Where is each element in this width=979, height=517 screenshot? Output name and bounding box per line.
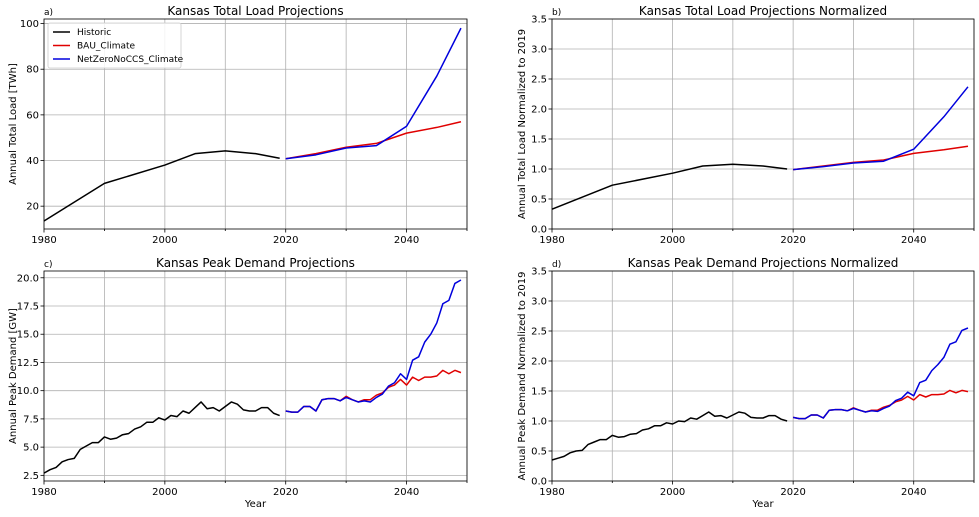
x-tick-label: 2020 <box>780 235 805 246</box>
axes-frame <box>43 18 468 230</box>
y-axis-label: Annual Peak Demand Normalized to 2019 <box>517 271 528 480</box>
y-tick-label: 12.5 <box>17 358 39 369</box>
y-tick-label: 2.0 <box>531 357 547 368</box>
y-axis-label: Annual Total Load [TWh] <box>8 63 19 185</box>
legend-entry: BAU_Climate <box>77 42 136 52</box>
chart-panel-4: 1980 2000 2020 2040 0.0 0.5 1.0 1.5 2.0 2.5 3.0 3.5… <box>517 256 975 510</box>
y-tick-label: 2.5 <box>531 327 547 338</box>
grid-lines <box>551 18 975 230</box>
y-tick-label: 3.5 <box>531 15 547 26</box>
grid-lines <box>43 19 468 229</box>
y-tick-label: 60 <box>26 110 39 121</box>
series-line-historic <box>551 163 788 210</box>
x-tick-label: 1980 <box>31 235 56 246</box>
series-line-netzeronoccs-climate <box>793 86 969 171</box>
y-tick-label: 3.0 <box>531 45 547 56</box>
x-tick-label: 2040 <box>901 487 926 498</box>
y-tick-label: 5.0 <box>23 443 39 454</box>
x-tick-label: 2040 <box>901 235 926 246</box>
grid-lines <box>551 270 975 482</box>
y-tick-label: 2.5 <box>531 75 547 86</box>
axes-frame <box>551 270 975 482</box>
chart-panel-3: 1980 2000 2020 2040 2.5 5.0 7.5 10.0 12.5 15.0 17.… <box>8 256 468 510</box>
panel-label: d) <box>552 260 561 270</box>
y-tick-label: 1.5 <box>531 135 547 146</box>
y-tick-label: 20 <box>26 202 39 213</box>
y-tick-label: 100 <box>20 19 39 30</box>
legend-entry: Historic <box>77 28 111 38</box>
panel-label: a) <box>44 8 53 18</box>
x-tick-label: 2020 <box>780 487 805 498</box>
x-axis-label: Year <box>751 499 774 510</box>
series-line-historic <box>43 150 280 222</box>
x-tick-label: 2000 <box>660 487 685 498</box>
series-line-netzeronoccs-climate <box>285 27 462 160</box>
panel-label: b) <box>552 8 561 18</box>
series-line-bau-climate <box>792 389 969 420</box>
y-tick-label: 1.5 <box>531 387 547 398</box>
series-line-bau-climate <box>793 145 969 171</box>
y-axis-label: Annual Peak Demand [GW] <box>8 308 19 444</box>
y-tick-label: 0.0 <box>531 477 547 488</box>
y-axis-label: Annual Total Load Normalized to 2019 <box>517 29 528 219</box>
chart-title: Kansas Peak Demand Projections Normalize… <box>628 256 899 270</box>
x-tick-label: 2020 <box>273 487 298 498</box>
y-tick-label: 10.0 <box>17 386 39 397</box>
y-tick-label: 3.5 <box>531 267 547 278</box>
panel-label: c) <box>44 260 52 270</box>
series-line-netzeronoccs-climate <box>285 279 462 413</box>
legend-box <box>47 22 182 69</box>
chart-title: Kansas Peak Demand Projections <box>156 256 355 270</box>
chart-panel-2: 1980 2000 2020 2040 0.0 0.5 1.0 1.5 2.0 2.5 3.0 3.5… <box>517 4 975 246</box>
x-axis-label: Year <box>244 499 267 510</box>
axes-frame <box>43 270 468 482</box>
y-tick-label: 0.5 <box>531 195 547 206</box>
x-tick-label: 2020 <box>273 235 298 246</box>
y-tick-label: 2.5 <box>23 471 39 482</box>
y-tick-label: 3.0 <box>531 297 547 308</box>
series-line-historic <box>43 401 280 474</box>
chart-title: Kansas Total Load Projections <box>167 4 343 18</box>
x-tick-label: 2040 <box>394 235 419 246</box>
y-tick-label: 0.0 <box>531 225 547 236</box>
legend-entry: NetZeroNoCCS_Climate <box>77 55 184 65</box>
x-tick-label: 2000 <box>152 235 177 246</box>
y-tick-label: 1.0 <box>531 165 547 176</box>
x-tick-label: 2000 <box>152 487 177 498</box>
series-line-netzeronoccs-climate <box>792 327 969 420</box>
legend: Historic BAU_Climate NetZeroNoCCS_Climate <box>47 22 184 69</box>
y-tick-label: 1.0 <box>531 417 547 428</box>
x-tick-label: 1980 <box>539 235 564 246</box>
x-tick-label: 2040 <box>394 487 419 498</box>
y-tick-label: 15.0 <box>17 330 39 341</box>
y-tick-label: 40 <box>26 156 39 167</box>
chart-title: Kansas Total Load Projections Normalized <box>639 4 887 18</box>
x-tick-label: 1980 <box>539 487 564 498</box>
y-tick-label: 17.5 <box>17 302 39 313</box>
x-tick-label: 1980 <box>31 487 56 498</box>
axes-frame <box>551 18 975 230</box>
y-tick-label: 0.5 <box>531 447 547 458</box>
series-line-historic <box>551 411 788 461</box>
y-tick-label: 80 <box>26 65 39 76</box>
series-line-bau-climate <box>285 120 462 160</box>
x-tick-label: 2000 <box>660 235 685 246</box>
y-tick-label: 20.0 <box>17 273 39 284</box>
y-tick-label: 2.0 <box>531 105 547 116</box>
y-tick-label: 7.5 <box>23 414 39 425</box>
series-line-bau-climate <box>285 369 462 413</box>
